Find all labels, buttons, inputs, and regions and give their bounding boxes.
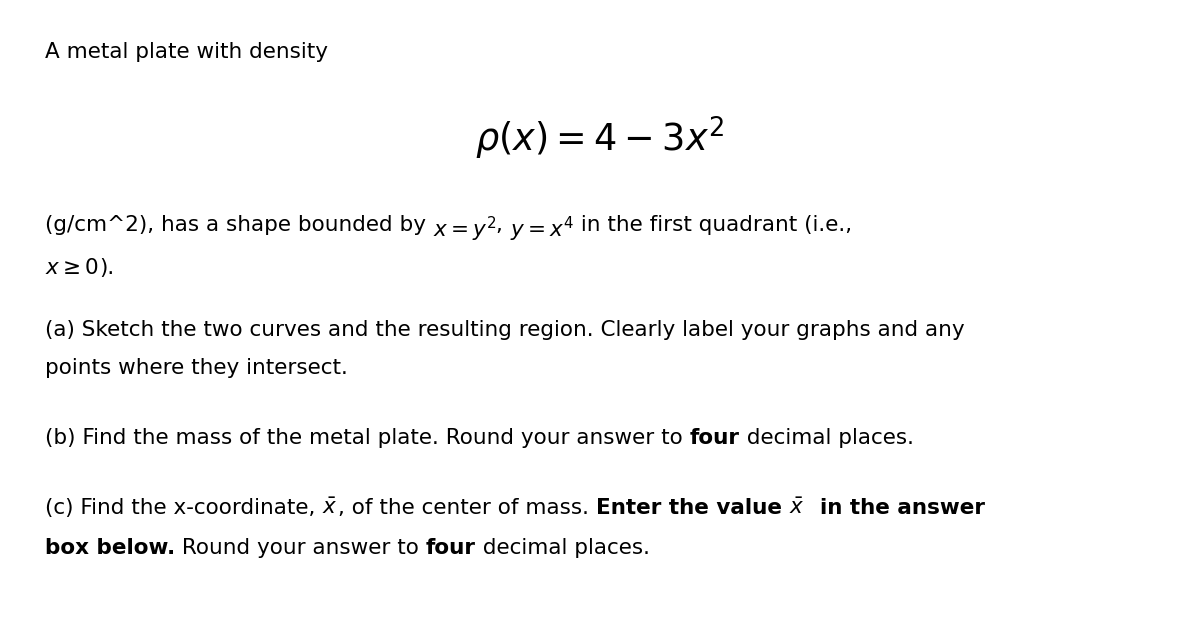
- Text: , of the center of mass.: , of the center of mass.: [337, 498, 595, 518]
- Text: $\rho(x) = 4 - 3x^2$: $\rho(x) = 4 - 3x^2$: [475, 115, 725, 162]
- Text: four: four: [690, 428, 739, 448]
- Text: (g/cm^2), has a shape bounded by: (g/cm^2), has a shape bounded by: [46, 215, 433, 235]
- Text: points where they intersect.: points where they intersect.: [46, 358, 348, 378]
- Text: Round your answer to: Round your answer to: [175, 538, 426, 558]
- Text: in the answer: in the answer: [804, 498, 984, 518]
- Text: decimal places.: decimal places.: [739, 428, 913, 448]
- Text: (c) Find the x-coordinate,: (c) Find the x-coordinate,: [46, 498, 323, 518]
- Text: Enter the value: Enter the value: [595, 498, 790, 518]
- Text: in the first quadrant (i.e.,: in the first quadrant (i.e.,: [574, 215, 852, 235]
- Text: four: four: [426, 538, 476, 558]
- Text: (a) Sketch the two curves and the resulting region. Clearly label your graphs an: (a) Sketch the two curves and the result…: [46, 320, 965, 340]
- Text: ).: ).: [98, 258, 114, 278]
- Text: $y = x^4$: $y = x^4$: [510, 215, 574, 244]
- Text: $\bar{x}$: $\bar{x}$: [323, 498, 337, 518]
- Text: A metal plate with density: A metal plate with density: [46, 42, 328, 62]
- Text: decimal places.: decimal places.: [476, 538, 650, 558]
- Text: $\bar{x}$: $\bar{x}$: [790, 498, 804, 518]
- Text: (b) Find the mass of the metal plate. Round your answer to: (b) Find the mass of the metal plate. Ro…: [46, 428, 690, 448]
- Text: $x \geq 0$: $x \geq 0$: [46, 258, 98, 278]
- Text: $x = y^2$: $x = y^2$: [433, 215, 497, 244]
- Text: box below.: box below.: [46, 538, 175, 558]
- Text: ,: ,: [497, 215, 510, 235]
